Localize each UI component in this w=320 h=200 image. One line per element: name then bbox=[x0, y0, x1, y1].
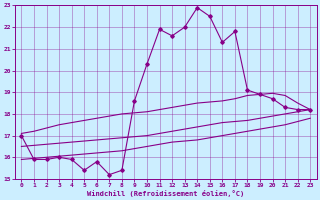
X-axis label: Windchill (Refroidissement éolien,°C): Windchill (Refroidissement éolien,°C) bbox=[87, 190, 244, 197]
